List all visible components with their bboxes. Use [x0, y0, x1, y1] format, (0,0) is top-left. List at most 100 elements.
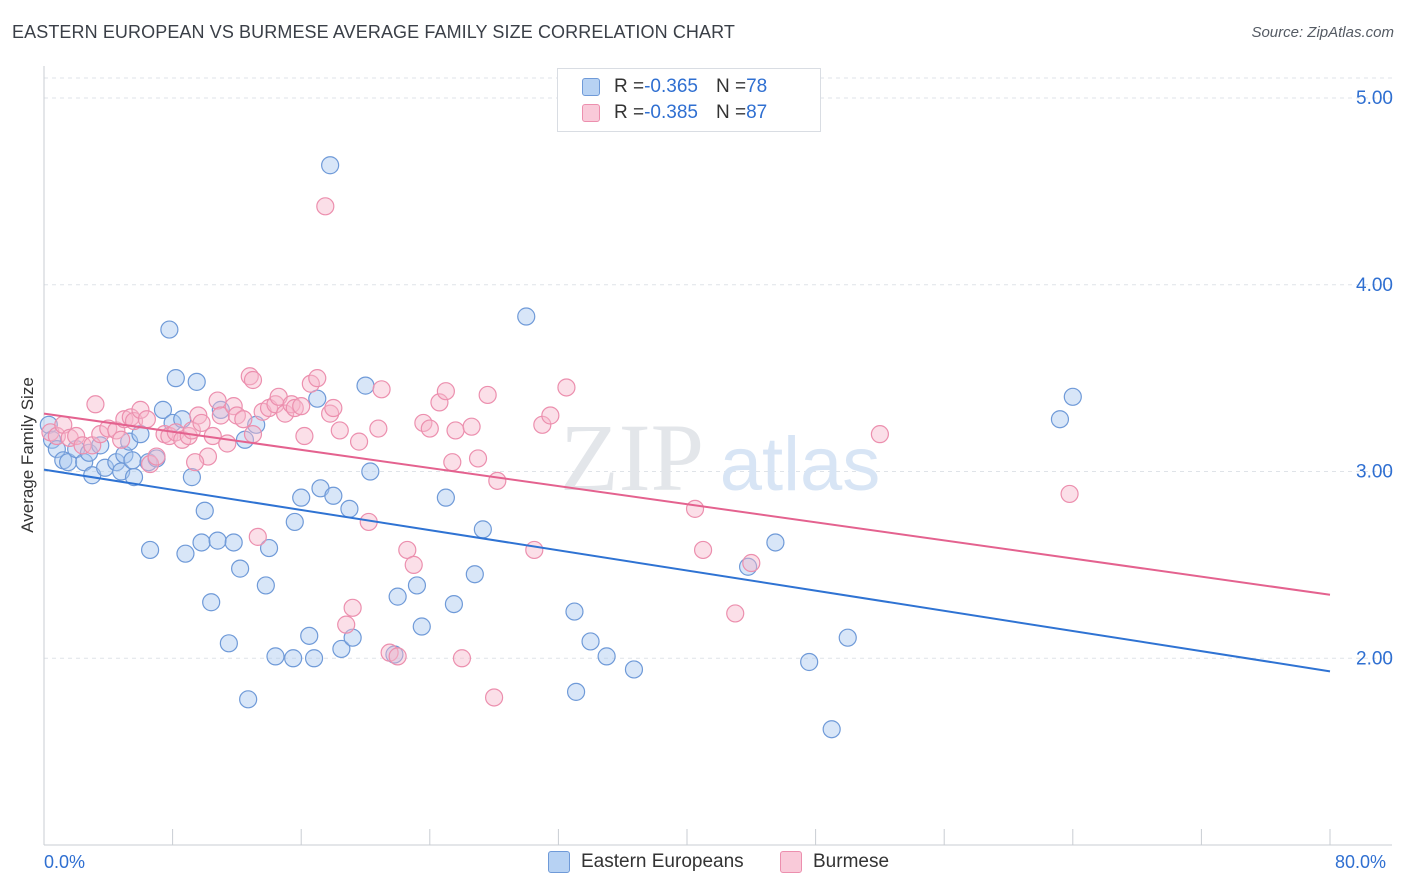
point-burmese: [462, 417, 481, 436]
point-eastern-europeans: [566, 682, 586, 701]
y-axis-label: Average Family Size: [18, 377, 37, 533]
point-burmese: [147, 447, 166, 466]
point-burmese: [468, 449, 488, 468]
point-burmese: [693, 540, 713, 560]
y-tick-label: 5.00: [1356, 88, 1393, 109]
point-eastern-europeans: [176, 544, 195, 563]
point-eastern-europeans: [517, 307, 536, 326]
point-eastern-europeans: [473, 520, 492, 539]
point-burmese: [337, 615, 356, 634]
trendline-burmese: [43, 412, 1331, 596]
point-eastern-europeans: [284, 649, 303, 668]
point-eastern-europeans: [182, 468, 201, 487]
point-eastern-europeans: [321, 156, 340, 175]
legend-row-burmese: R = -0.385 N = 87: [582, 101, 767, 125]
point-eastern-europeans: [192, 533, 211, 552]
point-burmese: [192, 413, 211, 433]
point-burmese: [685, 499, 705, 518]
legend-swatch-blue: [548, 851, 570, 873]
legend-r-value: -0.365: [644, 76, 698, 97]
point-burmese: [430, 393, 449, 412]
legend-item-burmese[interactable]: Burmese: [780, 851, 889, 873]
point-burmese: [276, 404, 295, 423]
point-burmese: [343, 598, 362, 617]
point-burmese: [443, 453, 462, 472]
correlation-legend: R = -0.365 N = 78 R = -0.385 N = 87: [557, 68, 821, 132]
point-eastern-europeans: [259, 538, 279, 558]
legend-swatch-pink: [582, 104, 600, 122]
point-eastern-europeans: [565, 602, 584, 621]
point-burmese: [131, 400, 150, 419]
point-eastern-europeans: [388, 587, 407, 606]
point-burmese: [525, 540, 544, 560]
point-burmese: [388, 647, 407, 666]
legend-item-eastern-europeans[interactable]: Eastern Europeans: [548, 851, 744, 873]
watermark-atlas: atlas: [720, 422, 881, 507]
point-burmese: [349, 432, 369, 451]
x-tick-label-max: 80.0%: [1335, 852, 1387, 872]
point-burmese: [436, 382, 455, 401]
point-eastern-europeans: [239, 690, 258, 709]
point-eastern-europeans: [1063, 387, 1082, 406]
point-burmese: [452, 649, 472, 668]
point-burmese: [137, 410, 156, 429]
point-eastern-europeans: [436, 488, 455, 507]
point-eastern-europeans: [444, 594, 464, 614]
point-eastern-europeans: [340, 499, 359, 518]
point-burmese: [243, 370, 263, 390]
point-burmese: [248, 527, 267, 546]
legend-swatch-blue: [582, 78, 600, 96]
legend-n-value: 87: [746, 102, 768, 123]
point-eastern-europeans: [160, 320, 179, 339]
point-burmese: [292, 397, 311, 416]
legend-r-value: -0.385: [644, 102, 698, 123]
point-burmese: [140, 454, 160, 474]
point-burmese: [557, 378, 576, 397]
point-burmese: [324, 398, 343, 418]
point-burmese: [420, 419, 439, 438]
legend-row-eastern-europeans: R = -0.365 N = 78: [582, 75, 767, 99]
point-burmese: [726, 604, 745, 623]
point-eastern-europeans: [140, 540, 160, 560]
point-burmese: [186, 453, 205, 472]
axes-layer: [43, 66, 1392, 846]
x-tick-label-min: 0.0%: [44, 852, 86, 872]
point-eastern-europeans: [800, 652, 819, 672]
point-burmese: [73, 436, 92, 455]
point-burmese: [208, 391, 227, 410]
point-burmese: [112, 430, 131, 449]
point-eastern-europeans: [123, 451, 142, 470]
point-burmese: [478, 385, 497, 405]
point-eastern-europeans: [581, 632, 600, 651]
point-eastern-europeans: [465, 565, 484, 584]
point-burmese: [67, 426, 86, 446]
legend-n-label: N =: [715, 76, 747, 97]
point-eastern-europeans: [219, 634, 238, 653]
point-burmese: [369, 419, 388, 438]
point-eastern-europeans: [256, 576, 275, 595]
point-eastern-europeans: [47, 439, 66, 459]
point-eastern-europeans: [300, 626, 319, 645]
point-eastern-europeans: [361, 462, 380, 481]
point-eastern-europeans: [597, 647, 616, 666]
legend-n-value: 78: [746, 76, 768, 97]
point-eastern-europeans: [304, 649, 324, 668]
point-eastern-europeans: [187, 372, 206, 391]
legend-swatch-pink: [780, 851, 802, 873]
point-burmese: [404, 555, 423, 574]
point-eastern-europeans: [59, 453, 78, 472]
trendline-eastern-europeans: [43, 468, 1331, 673]
y-tick-label: 3.00: [1356, 462, 1393, 483]
point-eastern-europeans: [266, 647, 285, 666]
point-burmese: [86, 395, 105, 414]
point-eastern-europeans: [166, 369, 185, 388]
point-eastern-europeans: [1050, 410, 1070, 429]
point-eastern-europeans: [124, 468, 144, 487]
point-burmese: [330, 421, 349, 440]
point-burmese: [870, 425, 890, 444]
point-burmese: [234, 410, 253, 429]
point-burmese: [541, 406, 560, 425]
point-eastern-europeans: [332, 639, 351, 659]
point-burmese: [211, 406, 230, 425]
